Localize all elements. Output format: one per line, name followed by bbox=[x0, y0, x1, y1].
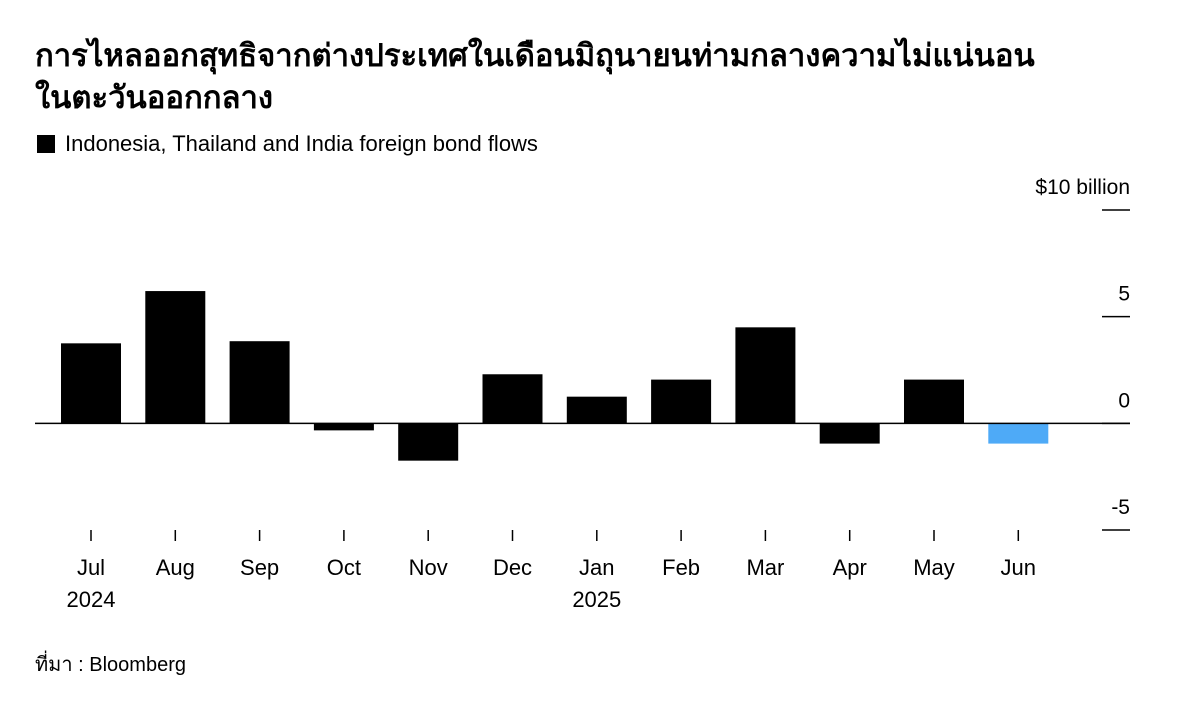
x-tick-label: Jun bbox=[1001, 555, 1036, 580]
x-tick-label: Aug bbox=[156, 555, 195, 580]
bar bbox=[313, 423, 374, 431]
x-tick-label: Nov bbox=[409, 555, 448, 580]
x-tick-label: Apr bbox=[833, 555, 867, 580]
y-tick-label: 5 bbox=[1118, 283, 1130, 306]
x-tick-label: Feb bbox=[662, 555, 700, 580]
x-tick-label: Sep bbox=[240, 555, 279, 580]
legend-label: Indonesia, Thailand and India foreign bo… bbox=[65, 131, 538, 156]
y-tick-label: -5 bbox=[1111, 496, 1130, 519]
bar bbox=[566, 396, 627, 424]
bar bbox=[651, 379, 712, 424]
x-tick-label: Dec bbox=[493, 555, 532, 580]
x-tick-year: 2025 bbox=[572, 587, 621, 612]
chart-title: ในตะวันออกกลาง bbox=[35, 79, 273, 115]
bar bbox=[482, 374, 543, 424]
x-tick-label: Oct bbox=[327, 555, 361, 580]
x-tick-label: Jul bbox=[77, 555, 105, 580]
chart-title: การไหลออกสุทธิจากต่างประเทศในเดือนมิถุนา… bbox=[35, 37, 1035, 75]
bar bbox=[735, 327, 796, 424]
source: ที่มา : Bloomberg bbox=[35, 650, 186, 676]
bar bbox=[229, 341, 290, 424]
legend-swatch bbox=[37, 135, 55, 153]
x-tick-label: May bbox=[913, 555, 955, 580]
x-tick-label: Jan bbox=[579, 555, 614, 580]
x-tick-label: Mar bbox=[746, 555, 784, 580]
bar bbox=[61, 343, 121, 424]
bar bbox=[988, 423, 1049, 444]
y-tick-label: 0 bbox=[1118, 389, 1130, 412]
bar bbox=[398, 423, 459, 461]
bar bbox=[904, 379, 964, 424]
x-tick-year: 2024 bbox=[67, 587, 116, 612]
bar bbox=[819, 423, 880, 444]
y-tick-label: $10 billion bbox=[1035, 176, 1130, 199]
bar bbox=[145, 291, 206, 424]
